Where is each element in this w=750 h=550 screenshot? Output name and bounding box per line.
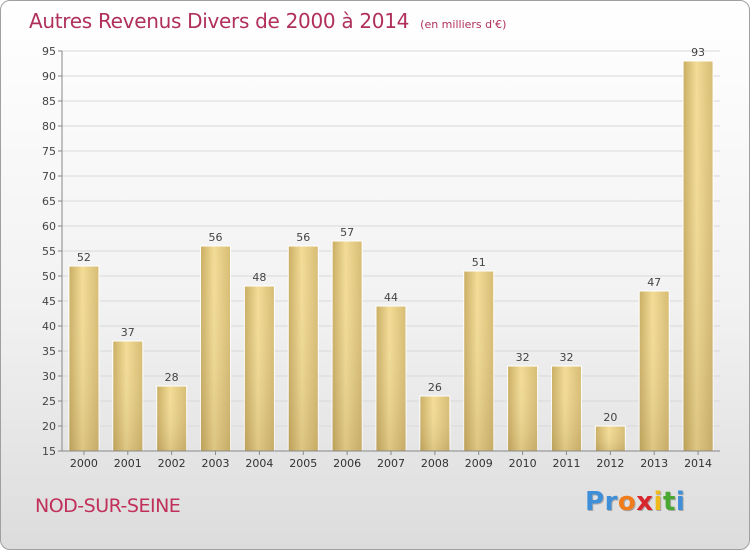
logo-letter: t [662,487,676,517]
data-label: 37 [121,326,135,339]
x-tick-label: 2004 [245,457,273,470]
data-label: 26 [428,381,442,394]
y-tick-label: 55 [42,245,56,258]
x-tick-label: 2013 [640,457,668,470]
bar-shade [683,61,714,451]
x-axis-ticks: 2000 2001 2002 2003 2004 2005 2006 2007 2008 2009… [70,451,712,470]
x-tick-label: 2014 [684,457,712,470]
x-tick-label: 2005 [289,457,317,470]
logo-letter: o [617,487,637,517]
x-tick-label: 2007 [377,457,405,470]
y-tick-label: 40 [42,320,56,333]
bar-shade [639,291,670,451]
y-axis-ticks: 15 20 25 30 35 40 45 50 55 60 65 70 75 80 85 90 95 [42,45,62,458]
logo-letter: i [653,487,663,517]
data-label: 57 [340,226,354,239]
logo-letter: x [636,487,654,517]
y-tick-label: 75 [42,145,56,158]
bar-shade [112,341,143,451]
bar-shade [595,426,626,451]
data-label: 20 [603,411,617,424]
x-tick-label: 2009 [465,457,493,470]
bar-shade [507,366,538,451]
bar-shade [68,266,99,451]
y-tick-label: 25 [42,395,56,408]
y-tick-label: 70 [42,170,56,183]
y-tick-label: 35 [42,345,56,358]
data-label: 32 [559,351,573,364]
bar-shade [332,241,363,451]
y-tick-label: 80 [42,120,56,133]
x-tick-label: 2001 [114,457,142,470]
data-label: 56 [209,231,223,244]
x-tick-label: 2003 [202,457,230,470]
bar-shade [288,246,319,451]
x-tick-label: 2008 [421,457,449,470]
logo-letter: r [604,487,618,517]
data-label: 56 [296,231,310,244]
place-name: NOD-SUR-SEINE [35,495,181,517]
logo-letter: P [585,487,605,517]
chart-title: Autres Revenus Divers de 2000 à 2014 (en… [29,9,506,33]
x-tick-label: 2006 [333,457,361,470]
y-tick-label: 65 [42,195,56,208]
bars [68,60,714,452]
chart-title-text: Autres Revenus Divers de 2000 à 2014 [29,9,410,33]
data-labels: 52 37 28 56 48 56 57 44 26 51 32 32 20 47 93 [77,46,705,424]
y-tick-label: 90 [42,70,56,83]
bar-shade [200,246,231,451]
x-tick-label: 2012 [596,457,624,470]
bar-shade [244,286,275,451]
data-label: 48 [252,271,266,284]
logo-letter: i [675,487,686,517]
y-tick-label: 15 [42,445,56,458]
data-label: 51 [472,256,486,269]
y-tick-label: 30 [42,370,56,383]
data-label: 47 [647,276,661,289]
y-tick-label: 20 [42,420,56,433]
bar-shade [463,271,494,451]
data-label: 32 [516,351,530,364]
proxiti-logo: Proxiti [585,487,685,517]
y-tick-label: 50 [42,270,56,283]
y-tick-label: 95 [42,45,56,58]
data-label: 44 [384,291,398,304]
x-tick-label: 2010 [509,457,537,470]
bar-shade [419,396,450,451]
y-tick-label: 85 [42,95,56,108]
data-label: 28 [165,371,179,384]
data-label: 93 [691,46,705,59]
y-tick-label: 60 [42,220,56,233]
bar-shade [156,386,187,451]
x-tick-label: 2011 [552,457,580,470]
y-tick-label: 45 [42,295,56,308]
bar-shade [376,306,406,451]
axes [61,51,720,452]
data-label: 52 [77,251,91,264]
x-tick-label: 2000 [70,457,98,470]
bar-shade [551,366,582,451]
chart-unit-label: (en milliers d'€) [420,18,507,31]
x-tick-label: 2002 [158,457,186,470]
